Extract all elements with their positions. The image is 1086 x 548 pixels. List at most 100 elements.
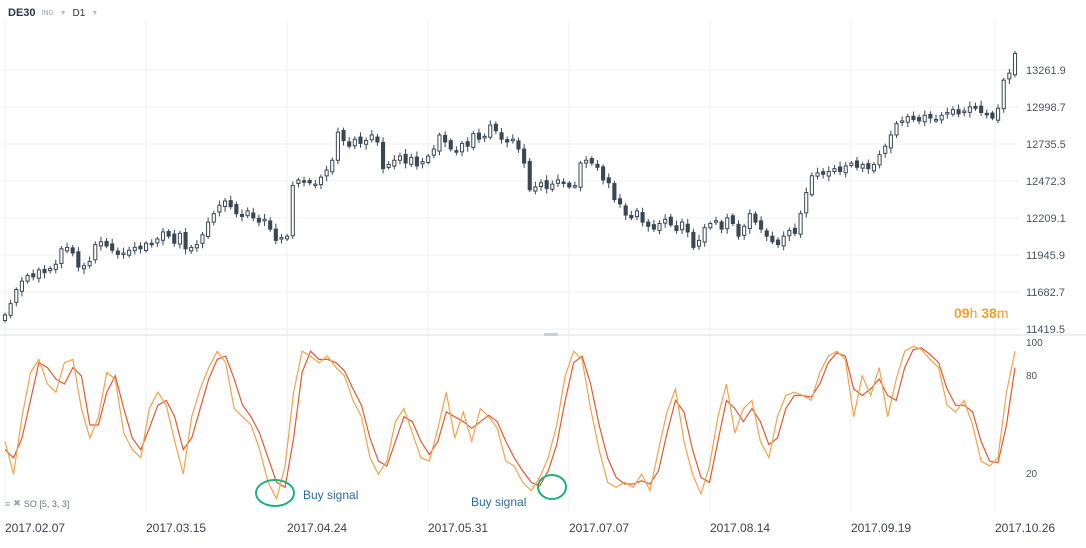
candle-bearish <box>138 245 143 250</box>
candle-bearish <box>166 231 171 237</box>
candle-bullish <box>459 142 465 153</box>
candle-bullish <box>8 303 13 316</box>
candle-bullish <box>578 162 583 188</box>
candle-bearish <box>76 251 81 268</box>
close-icon[interactable]: ✖ <box>13 498 21 508</box>
candle-bullish <box>550 183 555 190</box>
candle-bearish <box>973 105 978 109</box>
candle-bearish <box>674 225 679 232</box>
candle-bullish <box>36 269 41 279</box>
date-tick-label: 2017.07.07 <box>569 521 629 535</box>
date-tick-label: 2017.02.07 <box>5 521 65 535</box>
candle-bullish <box>488 124 493 138</box>
candle-bullish <box>217 204 222 213</box>
candle-bearish <box>104 240 109 247</box>
candle-bullish <box>967 106 972 113</box>
candle-bearish <box>301 180 307 183</box>
candle-bearish <box>448 140 453 150</box>
symbol-label[interactable]: DE30 <box>8 7 36 19</box>
candle-bullish <box>798 213 803 235</box>
candle-bearish <box>561 181 566 185</box>
candle-bullish <box>809 175 814 196</box>
candle-bullish <box>945 111 950 115</box>
candle-bearish <box>42 268 47 274</box>
candle-bearish <box>70 247 75 254</box>
candle-bearish <box>414 156 419 167</box>
timer-hours: 09 <box>954 305 970 321</box>
candle-bullish <box>48 267 53 272</box>
candle-bearish <box>601 166 606 181</box>
buy-signal-circle <box>537 474 567 500</box>
candle-bullish <box>2 314 8 321</box>
candle-bearish <box>522 148 527 164</box>
candle-bullish <box>53 263 58 270</box>
candle-bullish <box>296 179 301 184</box>
candle-bearish <box>668 216 673 226</box>
candle-bullish <box>211 213 216 223</box>
candle-bearish <box>110 243 115 251</box>
candle-bullish <box>939 114 944 121</box>
candle-bearish <box>465 141 470 147</box>
candle-bearish <box>595 163 600 168</box>
candle-bearish <box>273 228 278 241</box>
candle-bearish <box>651 224 656 230</box>
buy-signal-label: Buy signal <box>471 495 526 509</box>
candle-bullish <box>996 107 1001 121</box>
candle-bullish <box>65 246 70 252</box>
candle-bullish <box>14 289 19 303</box>
candle-bullish <box>59 248 64 264</box>
candle-bullish <box>194 244 199 249</box>
candle-bullish <box>87 260 92 267</box>
candle-bearish <box>589 158 594 164</box>
candle-bullish <box>905 116 910 123</box>
candle-bullish <box>279 237 284 240</box>
candle-bearish <box>753 213 758 223</box>
oscillator-tick-label: 100 <box>1026 338 1043 349</box>
candle-bullish <box>781 235 786 247</box>
candle-bullish <box>318 176 324 186</box>
candle-bearish <box>499 132 504 140</box>
candle-bullish <box>206 221 211 237</box>
candle-bullish <box>200 234 205 244</box>
indicator-legend: ≡ ✖ SO [5, 3, 3] <box>5 498 69 509</box>
price-tick-label: 11682.7 <box>1026 287 1065 299</box>
date-tick-label: 2017.03.15 <box>146 521 206 535</box>
candle-bullish <box>832 168 837 173</box>
candle-bullish <box>426 155 431 164</box>
candle-bearish <box>770 235 775 243</box>
so-k-line <box>4 345 1016 501</box>
candle-bearish <box>239 214 245 217</box>
candle-bullish <box>25 275 30 282</box>
candle-bullish <box>98 241 103 247</box>
list-icon[interactable]: ≡ <box>5 498 11 509</box>
candle-bullish <box>177 232 182 245</box>
candle-bearish <box>617 198 623 205</box>
candle-bullish <box>713 220 719 223</box>
oscillator-tick-label: 20 <box>1026 469 1038 480</box>
candle-bearish <box>251 212 256 219</box>
candle-bullish <box>634 210 640 218</box>
candle-bullish <box>437 134 442 152</box>
oscillator-axis: 100 80 20 <box>1026 338 1043 480</box>
candle-bullish <box>132 246 137 252</box>
timeframe-selector[interactable]: D1 <box>72 7 86 19</box>
candle-bullish <box>369 134 374 141</box>
candle-bullish <box>420 161 425 165</box>
candle-bearish <box>685 223 690 233</box>
candle-bearish <box>454 150 459 153</box>
candle-bullish <box>1012 52 1018 76</box>
candle-bearish <box>640 212 645 223</box>
date-tick-label: 2017.08.14 <box>710 521 770 535</box>
candle-bearish <box>911 115 916 120</box>
caret-down-icon[interactable]: ▼ <box>59 9 67 17</box>
caret-down-icon[interactable]: ▼ <box>91 9 99 17</box>
so-d-line <box>4 347 1016 489</box>
candle-bullish <box>471 133 476 148</box>
price-tick-label: 12998.7 <box>1026 102 1066 114</box>
candle-bullish <box>313 183 318 187</box>
candle-bullish <box>482 135 487 139</box>
candle-bearish <box>493 123 498 132</box>
candle-bearish <box>646 221 651 227</box>
